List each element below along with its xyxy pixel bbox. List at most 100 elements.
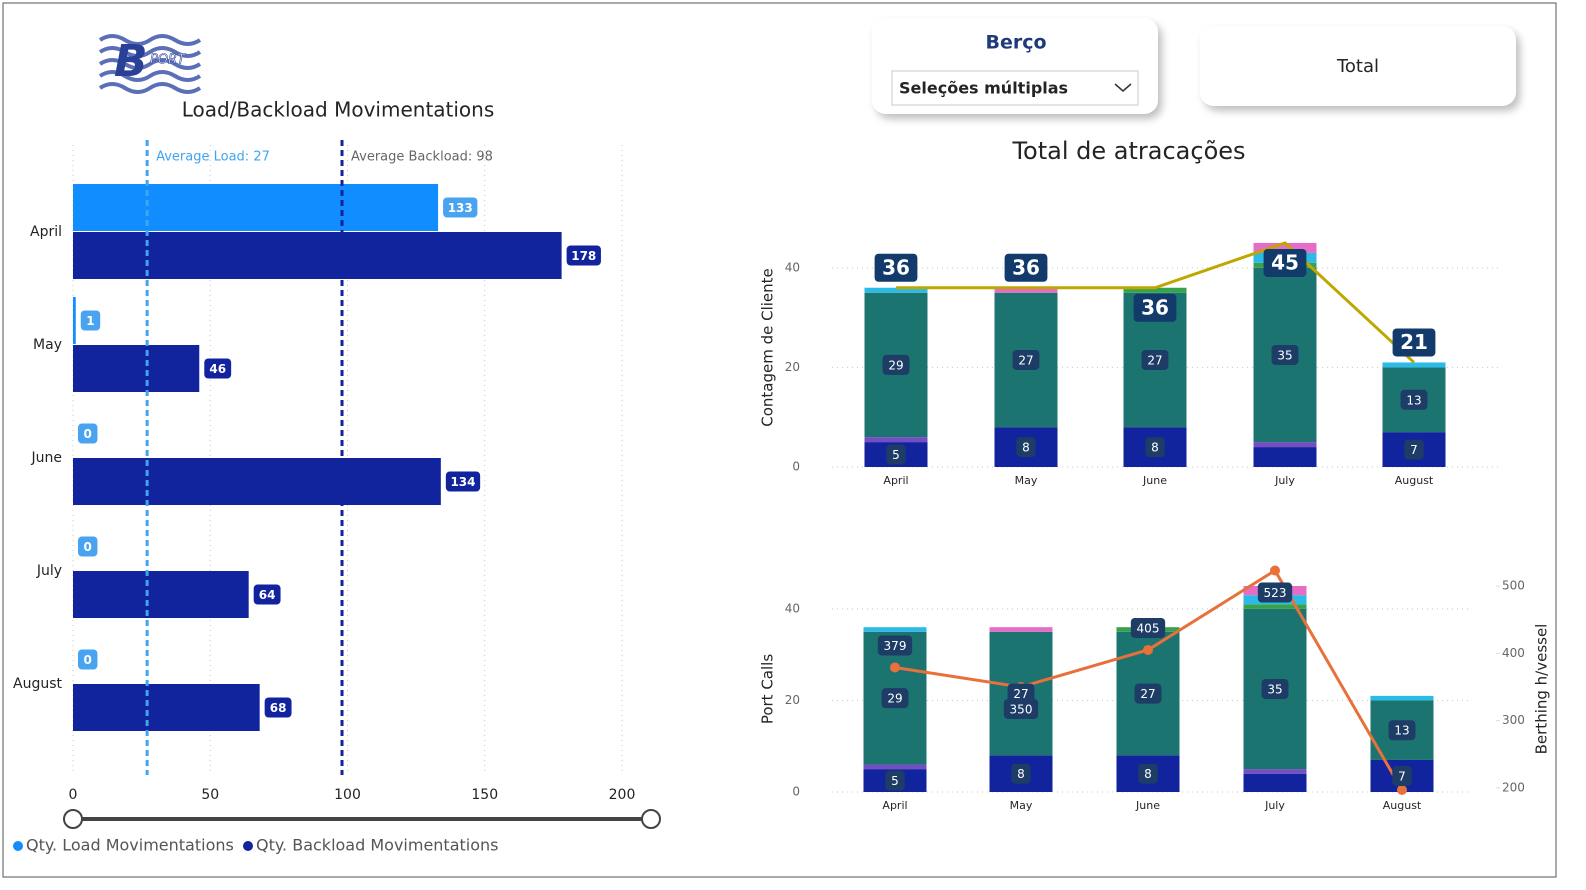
bar-segment [1253,447,1317,467]
legend-marker [13,841,23,851]
reference-label: Average Backload: 98 [351,150,493,165]
chart-title: Total de atracações [1011,137,1245,165]
data-label: 68 [270,701,287,715]
x-tick-label: April [882,799,907,812]
data-label-bg [1263,248,1307,277]
data-label-bg [1016,437,1036,458]
dropdown-chevron [1114,83,1132,92]
x-tick-label: August [1383,799,1422,812]
chart-title: Load/Backload Movimentations [182,98,495,122]
data-label-bg [1392,328,1436,357]
slicer-value: Seleções múltiplas [899,79,1068,98]
data-label-bg [886,444,906,465]
data-label-bg [1007,683,1035,704]
y-tick-label: 20 [785,360,800,374]
slicer[interactable]: Berço Seleções múltiplas [872,18,1158,114]
y2-tick-label: 300 [1502,713,1525,727]
bar [73,232,562,279]
y2-tick-label: 500 [1502,579,1525,593]
x-tick-label: 150 [471,787,498,803]
x-tick-label: 50 [201,787,219,803]
y-tick-label: 0 [792,460,800,474]
bar-segment [989,627,1053,632]
x-tick-label: August [1395,474,1434,487]
button-card[interactable] [1200,26,1516,106]
data-label: 5 [892,448,900,462]
x-tick-label: June [1142,474,1167,487]
bar [73,571,249,618]
bar [73,684,260,731]
data-label: 350 [1010,702,1033,716]
y-tick-label: July [36,563,62,579]
x-tick-label: May [1010,799,1033,812]
data-label: 133 [448,201,473,215]
button[interactable]: Total [1200,26,1516,106]
data-label-bg [204,358,232,379]
data-label-bg [1257,582,1293,603]
data-label-bg [1145,437,1165,458]
y-tick-label: 40 [785,601,800,615]
button-label: Total [1336,56,1379,77]
data-label-bg [1012,349,1040,370]
data-label-bg [1011,763,1031,784]
legend-label: Qty. Load Movimentations [26,836,234,855]
data-label: 64 [259,588,276,602]
y-tick-label: August [13,676,63,692]
slicer-dropdown[interactable] [891,70,1139,106]
bar [73,458,441,505]
data-label-bg [881,688,909,709]
data-label: 8 [1144,767,1152,781]
y-tick-label: May [33,337,62,353]
data-label: 27 [1140,687,1155,701]
line-marker [1270,565,1280,576]
data-label-bg [80,310,101,331]
data-label: 134 [450,475,475,489]
data-label: 21 [1400,330,1428,354]
logo-word: PORT [150,53,186,68]
data-label: 405 [1137,621,1160,635]
x-tick-label: July [1274,474,1295,487]
data-label-bg [1404,439,1424,460]
data-label: 8 [1017,767,1025,781]
bar-segment [863,764,927,770]
line [896,241,1416,364]
bar-segment [1370,695,1434,701]
data-label-bg [877,635,913,656]
data-label-bg [874,253,918,282]
data-label: 35 [1267,683,1282,697]
y2-axis-label: Berthing h/vessel [1533,624,1551,755]
data-label: 27 [1018,353,1033,367]
legend-label: Qty. Backload Movimentations [256,836,499,855]
data-label: 29 [887,692,902,706]
data-label: 7 [1398,769,1406,783]
data-label-bg [78,649,98,670]
x-tick-label: July [1264,799,1285,812]
data-label: 178 [571,249,596,263]
bar-segment [864,437,928,443]
bar-segment [1243,604,1307,609]
data-label: 35 [1277,348,1292,362]
bar-segment [1243,769,1307,774]
slicer-title: Berço [985,32,1046,54]
logo: B PORT [98,34,202,94]
data-label-bg [885,770,905,791]
bar-segment [1382,362,1446,368]
data-label: 379 [884,639,907,653]
data-label-bg [253,584,281,605]
data-label: 46 [209,362,226,376]
data-label-bg [1261,679,1289,699]
slider-handle [641,809,661,829]
data-label-bg [1003,698,1039,719]
data-label: 1 [86,314,94,328]
data-label-bg [264,697,292,718]
y-axis-label: Port Calls [759,654,777,725]
data-label: 8 [1151,441,1159,455]
data-label-bg [1138,763,1158,784]
data-label: 36 [1141,295,1169,319]
data-label-bg [566,245,601,266]
y-tick-label: June [31,450,63,466]
data-label: 29 [888,358,903,372]
data-label: 523 [1264,586,1287,600]
data-label-bg [1388,720,1416,741]
logo-letter: B [114,36,148,87]
